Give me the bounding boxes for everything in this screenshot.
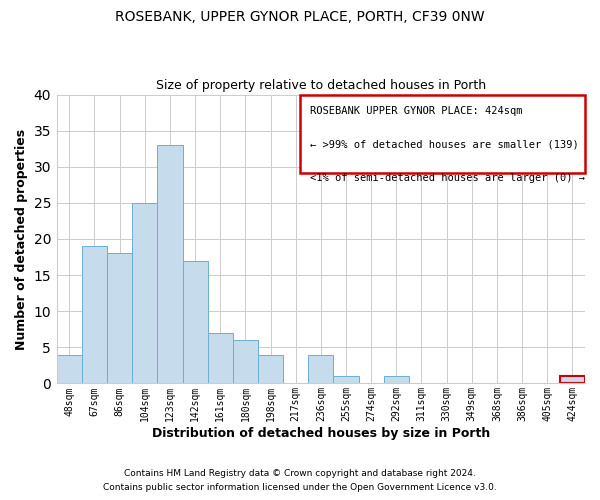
Text: ← >99% of detached houses are smaller (139): ← >99% of detached houses are smaller (1… [310, 140, 579, 149]
Title: Size of property relative to detached houses in Porth: Size of property relative to detached ho… [156, 79, 486, 92]
Bar [334, 376, 359, 384]
Y-axis label: Number of detached properties: Number of detached properties [15, 128, 28, 350]
Bar [258, 354, 283, 384]
Bar [132, 203, 157, 384]
Text: ROSEBANK, UPPER GYNOR PLACE, PORTH, CF39 0NW: ROSEBANK, UPPER GYNOR PLACE, PORTH, CF39… [115, 10, 485, 24]
Text: ROSEBANK UPPER GYNOR PLACE: 424sqm: ROSEBANK UPPER GYNOR PLACE: 424sqm [310, 106, 523, 116]
Bar [308, 354, 334, 384]
Bar [107, 254, 132, 384]
Bar [560, 376, 585, 384]
Bar [182, 260, 208, 384]
Text: Contains public sector information licensed under the Open Government Licence v3: Contains public sector information licen… [103, 484, 497, 492]
Bar [57, 354, 82, 384]
Bar [82, 246, 107, 384]
FancyBboxPatch shape [300, 94, 585, 172]
Bar [384, 376, 409, 384]
Bar [157, 145, 182, 384]
Bar [233, 340, 258, 384]
Text: Contains HM Land Registry data © Crown copyright and database right 2024.: Contains HM Land Registry data © Crown c… [124, 468, 476, 477]
X-axis label: Distribution of detached houses by size in Porth: Distribution of detached houses by size … [152, 427, 490, 440]
Text: <1% of semi-detached houses are larger (0) →: <1% of semi-detached houses are larger (… [310, 172, 586, 182]
Bar [208, 333, 233, 384]
